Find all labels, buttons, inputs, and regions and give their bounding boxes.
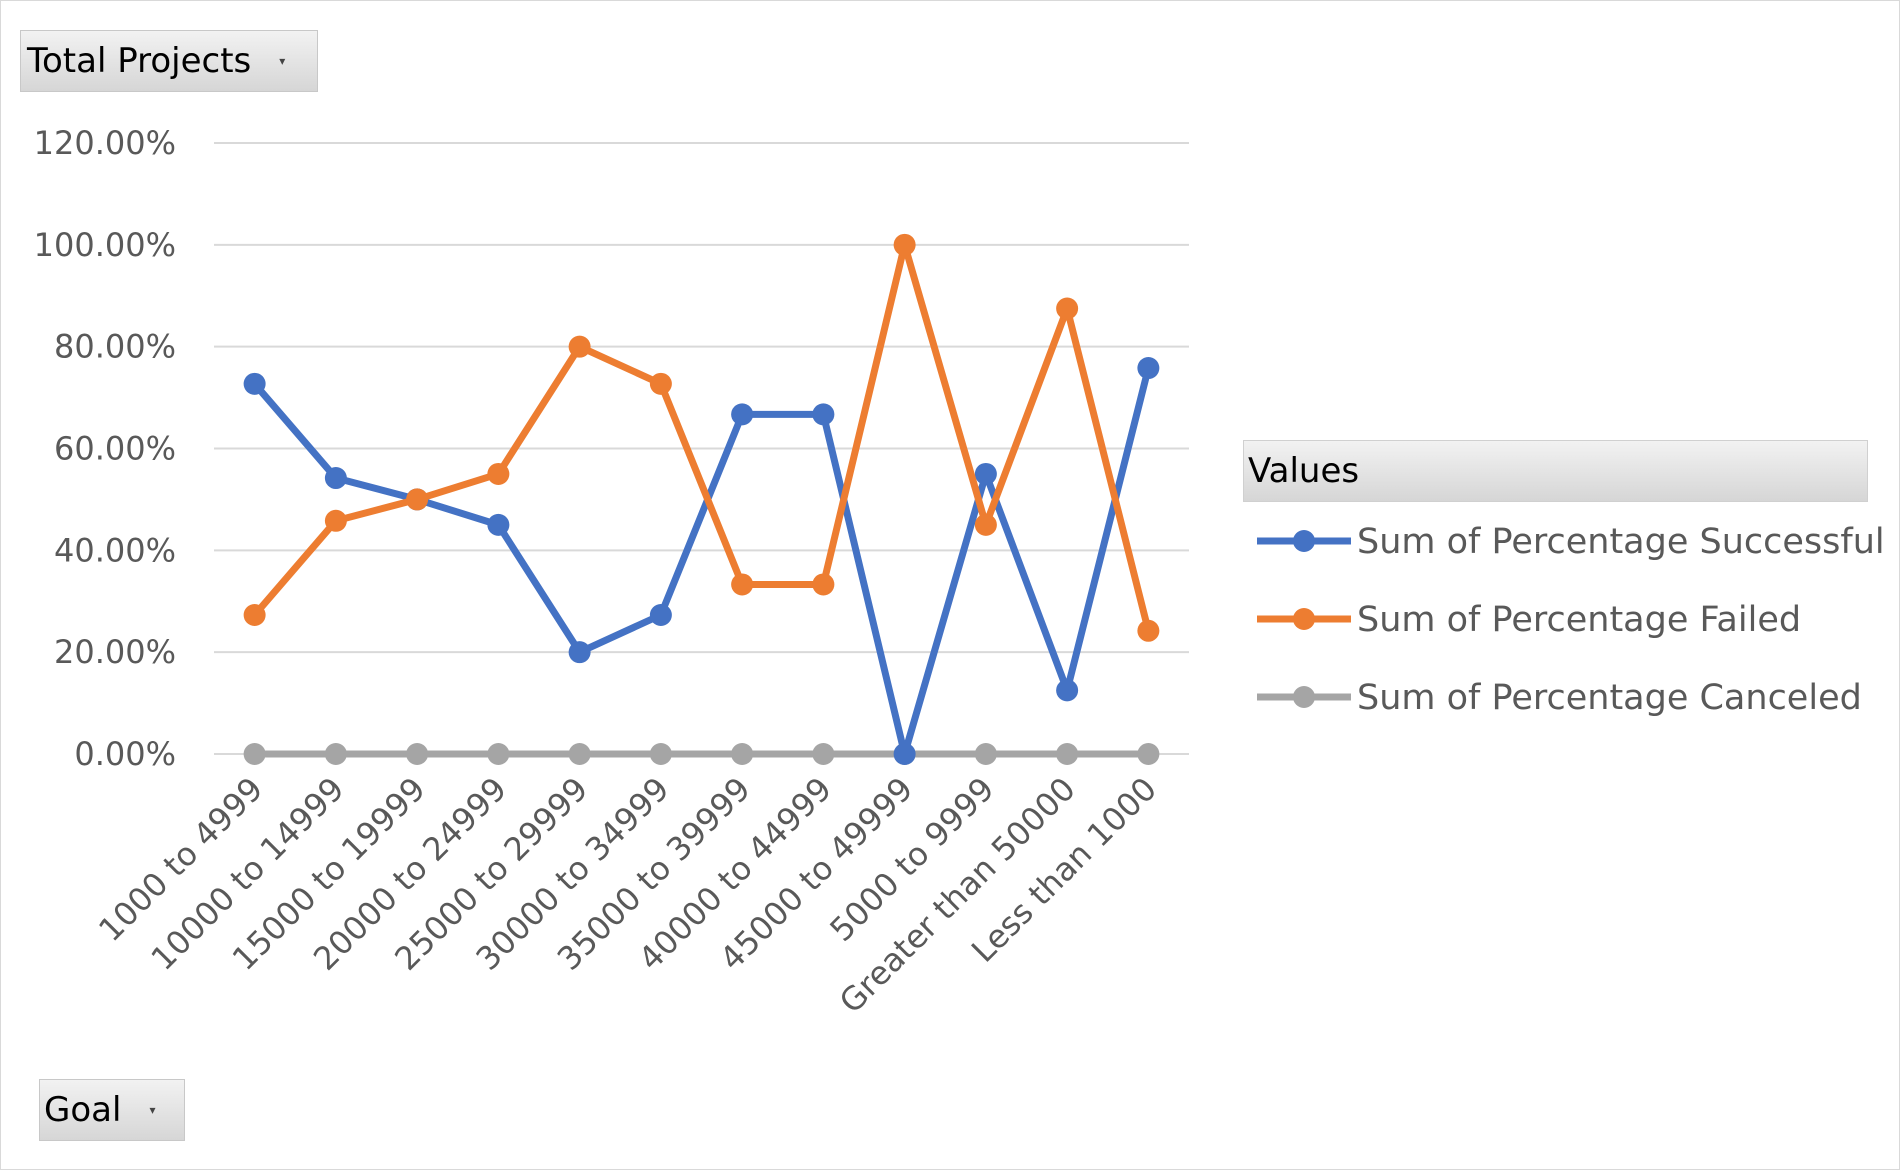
data-point (324, 467, 347, 490)
data-point (731, 743, 754, 765)
legend-label: Sum of Percentage Successful (1357, 522, 1885, 562)
data-point (1056, 679, 1079, 702)
data-point (893, 743, 916, 765)
series-1 (243, 233, 1160, 642)
legend-marker (1293, 608, 1315, 630)
data-point (406, 743, 429, 765)
series-2 (243, 743, 1160, 765)
data-point (812, 403, 835, 426)
data-point (243, 603, 266, 626)
y-tick-label: 120.00% (34, 124, 176, 162)
y-tick-label: 80.00% (54, 328, 176, 366)
dropdown-arrow-icon: ▾ (279, 54, 286, 68)
legend-item[interactable]: Sum of Percentage Successful (1257, 522, 1885, 562)
data-point (812, 743, 835, 765)
y-tick-label: 20.00% (54, 633, 176, 671)
y-tick-label: 100.00% (34, 226, 176, 264)
y-axis-ticks: 0.00% 20.00% 40.00% 60.00% 80.00% 100.00% 120.… (34, 124, 176, 773)
data-point (974, 743, 997, 765)
legend-header: Values (1243, 440, 1868, 502)
gridlines (214, 142, 1189, 755)
legend-label: Sum of Percentage Failed (1357, 600, 1801, 640)
data-point (568, 335, 591, 358)
legend: Sum of Percentage Successful Sum of Perce… (1257, 522, 1885, 718)
y-tick-label: 60.00% (54, 430, 176, 468)
goal-field-label: Goal (44, 1090, 122, 1130)
dropdown-arrow-icon: ▾ (149, 1103, 156, 1117)
data-point (731, 403, 754, 426)
legend-marker (1293, 530, 1315, 552)
total-projects-field-label: Total Projects (27, 41, 252, 81)
legend-item[interactable]: Sum of Percentage Canceled (1257, 678, 1862, 718)
data-point (1137, 619, 1160, 642)
data-point (649, 603, 672, 626)
data-point (487, 513, 510, 536)
data-point (243, 372, 266, 395)
data-point (649, 743, 672, 765)
data-point (1137, 743, 1160, 765)
data-point (974, 462, 997, 485)
data-point (731, 573, 754, 596)
y-tick-label: 0.00% (74, 735, 176, 773)
data-point (1056, 297, 1079, 320)
data-point (243, 743, 266, 765)
data-point (812, 573, 835, 596)
data-point (649, 372, 672, 395)
series-line (251, 241, 1152, 632)
data-point (1137, 357, 1160, 380)
data-point (974, 513, 997, 536)
total-projects-field-button[interactable]: Total Projects ▾ (20, 30, 318, 92)
data-point (487, 462, 510, 485)
legend-label: Sum of Percentage Canceled (1357, 678, 1862, 718)
data-point (1056, 743, 1079, 765)
y-tick-label: 40.00% (54, 531, 176, 569)
series-line (251, 367, 1152, 758)
goal-field-button[interactable]: Goal ▾ (39, 1079, 185, 1141)
data-point (406, 488, 429, 511)
legend-item[interactable]: Sum of Percentage Failed (1257, 600, 1801, 640)
data-point (893, 233, 916, 256)
data-point (568, 641, 591, 664)
data-point (568, 743, 591, 765)
series-lines (243, 233, 1160, 765)
series-0 (243, 357, 1160, 765)
legend-marker (1293, 686, 1315, 708)
data-point (324, 509, 347, 532)
data-point (487, 743, 510, 765)
data-point (324, 743, 347, 765)
